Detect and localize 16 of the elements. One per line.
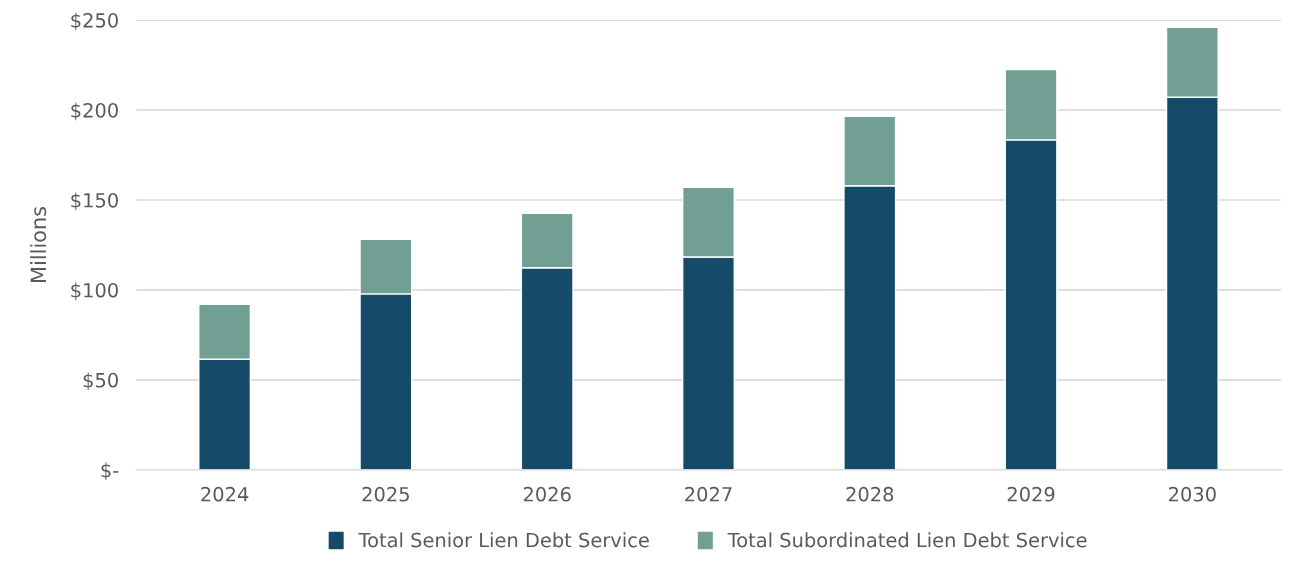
x-tick-label: 2030 <box>1169 486 1216 502</box>
y-tick-label: $100 <box>71 282 118 301</box>
x-tick-label: 2026 <box>523 486 571 502</box>
x-tick-label: 2024 <box>201 486 249 502</box>
y-tick-label: $- <box>101 462 119 481</box>
x-tick-label: 2027 <box>685 486 732 502</box>
y-axis-title: Millions <box>30 207 47 282</box>
legend-label: Total Senior Lien Debt Service <box>358 532 649 548</box>
legend-label: Total Subordinated Lien Debt Service <box>727 532 1087 548</box>
y-tick-label: $250 <box>71 12 118 31</box>
x-tick-label: 2028 <box>846 486 894 502</box>
x-tick-label: 2029 <box>1007 486 1055 502</box>
y-tick-label: $150 <box>71 192 118 211</box>
y-tick-label: $50 <box>83 372 118 391</box>
y-tick-label: $200 <box>71 102 118 121</box>
x-tick-label: 2025 <box>362 486 409 502</box>
